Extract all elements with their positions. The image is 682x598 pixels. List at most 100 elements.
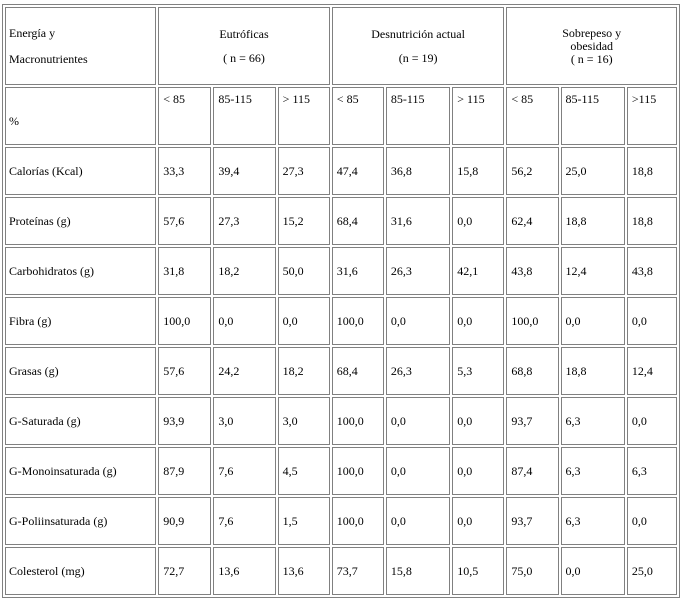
table-cell: 0,0 bbox=[213, 297, 276, 345]
table-cell: 72,7 bbox=[158, 547, 212, 595]
table-cell: 31,6 bbox=[385, 197, 451, 245]
table-cell: 0,0 bbox=[385, 447, 451, 495]
table-cell: 93,9 bbox=[158, 397, 212, 445]
table-cell: 1,5 bbox=[277, 497, 330, 545]
header-row-groups: Energía y Macronutrientes Eutróficas ( n… bbox=[5, 7, 677, 85]
table-row: Colesterol (mg) 72,7 13,6 13,6 73,7 15,8 10,5 7… bbox=[5, 547, 677, 595]
table-cell: 3,0 bbox=[277, 397, 330, 445]
table-cell: 7,6 bbox=[213, 497, 276, 545]
table-cell: 100,0 bbox=[158, 297, 212, 345]
group-title: Eutróficas bbox=[219, 27, 269, 41]
table-row: G-Saturada (g) 93,9 3,0 3,0 100,0 0,0 0,0 93,7 6… bbox=[5, 397, 677, 445]
table-cell: 57,6 bbox=[158, 197, 212, 245]
table-cell: 31,8 bbox=[158, 247, 212, 295]
table-cell: 100,0 bbox=[331, 497, 384, 545]
table-cell: 18,8 bbox=[560, 197, 625, 245]
table-cell: 68,8 bbox=[506, 347, 559, 395]
table-cell: 68,4 bbox=[331, 197, 384, 245]
table-row: G-Poliinsaturada (g) 90,9 7,6 1,5 100,0 0,0 0,… bbox=[5, 497, 677, 545]
group-header-desnutricion: Desnutrición actual (n = 19) bbox=[331, 7, 505, 85]
table-cell: 0,0 bbox=[626, 497, 677, 545]
table-cell: 27,3 bbox=[277, 147, 330, 195]
range-header-cell: > 115 bbox=[452, 87, 505, 145]
table-cell: 50,0 bbox=[277, 247, 330, 295]
table-cell: 15,2 bbox=[277, 197, 330, 245]
group-header-eutroficas: Eutróficas ( n = 66) bbox=[158, 7, 330, 85]
table-cell: 26,3 bbox=[385, 347, 451, 395]
table-cell: 31,6 bbox=[331, 247, 384, 295]
nutrition-table: Energía y Macronutrientes Eutróficas ( n… bbox=[2, 4, 680, 598]
table-cell: 10,5 bbox=[452, 547, 505, 595]
group-n: ( n = 16) bbox=[570, 51, 613, 66]
table-cell: 0,0 bbox=[626, 297, 677, 345]
group-title-line2: obesidad bbox=[570, 38, 614, 53]
table-cell: 12,4 bbox=[560, 247, 625, 295]
table-cell: 0,0 bbox=[452, 297, 505, 345]
range-header-cell: < 85 bbox=[506, 87, 559, 145]
table-cell: 36,8 bbox=[385, 147, 451, 195]
table-cell: 33,3 bbox=[158, 147, 212, 195]
group-title: Desnutrición actual bbox=[371, 27, 465, 41]
table-cell: 87,4 bbox=[506, 447, 559, 495]
table-cell: 24,2 bbox=[213, 347, 276, 395]
table-cell: 93,7 bbox=[506, 497, 559, 545]
table-cell: 3,0 bbox=[213, 397, 276, 445]
group-title-line1: Sobrepeso y bbox=[562, 25, 622, 40]
table-cell: 15,8 bbox=[452, 147, 505, 195]
table-row: Proteínas (g) 57,6 27,3 15,2 68,4 31,6 0,0 62,4… bbox=[5, 197, 677, 245]
table-row: G-Monoinsaturada (g) 87,9 7,6 4,5 100,0 0,0 0,… bbox=[5, 447, 677, 495]
range-header-cell: < 85 bbox=[331, 87, 384, 145]
table-cell: 0,0 bbox=[560, 297, 625, 345]
table-cell: 100,0 bbox=[506, 297, 559, 345]
nutrition-table-container: Energía y Macronutrientes Eutróficas ( n… bbox=[2, 4, 682, 598]
table-cell: 75,0 bbox=[506, 547, 559, 595]
table-cell: 0,0 bbox=[277, 297, 330, 345]
range-header-cell: >115 bbox=[626, 87, 677, 145]
row-label: Calorías (Kcal) bbox=[5, 147, 157, 195]
table-cell: 93,7 bbox=[506, 397, 559, 445]
table-cell: 6,3 bbox=[560, 447, 625, 495]
group-n: (n = 19) bbox=[398, 51, 438, 65]
table-body: Calorías (Kcal) 33,3 39,4 27,3 47,4 36,8 15,8 5… bbox=[5, 147, 677, 595]
table-cell: 6,3 bbox=[560, 497, 625, 545]
table-cell: 100,0 bbox=[331, 447, 384, 495]
table-cell: 90,9 bbox=[158, 497, 212, 545]
table-cell: 0,0 bbox=[385, 497, 451, 545]
table-cell: 0,0 bbox=[626, 397, 677, 445]
table-cell: 0,0 bbox=[452, 497, 505, 545]
table-cell: 0,0 bbox=[385, 397, 451, 445]
table-cell: 27,3 bbox=[213, 197, 276, 245]
table-cell: 62,4 bbox=[506, 197, 559, 245]
row-label: G-Saturada (g) bbox=[5, 397, 157, 445]
table-row: Calorías (Kcal) 33,3 39,4 27,3 47,4 36,8 15,8 5… bbox=[5, 147, 677, 195]
range-header-cell: 85-115 bbox=[385, 87, 451, 145]
table-row: Fibra (g) 100,0 0,0 0,0 100,0 0,0 0,0 100,0 0,0 0… bbox=[5, 297, 677, 345]
table-cell: 5,3 bbox=[452, 347, 505, 395]
group-n: ( n = 66) bbox=[223, 51, 265, 65]
row-label: Fibra (g) bbox=[5, 297, 157, 345]
range-header-cell: > 115 bbox=[277, 87, 330, 145]
table-cell: 13,6 bbox=[213, 547, 276, 595]
table-cell: 15,8 bbox=[385, 547, 451, 595]
table-cell: 12,4 bbox=[626, 347, 677, 395]
range-header-cell: 85-115 bbox=[560, 87, 625, 145]
table-cell: 0,0 bbox=[452, 447, 505, 495]
row-label: Carbohidratos (g) bbox=[5, 247, 157, 295]
table-cell: 6,3 bbox=[626, 447, 677, 495]
table-cell: 0,0 bbox=[560, 547, 625, 595]
range-header-cell: < 85 bbox=[158, 87, 212, 145]
table-row: Grasas (g) 57,6 24,2 18,2 68,4 26,3 5,3 68,8 18,… bbox=[5, 347, 677, 395]
table-cell: 43,8 bbox=[626, 247, 677, 295]
table-cell: 47,4 bbox=[331, 147, 384, 195]
energy-header-cell: Energía y Macronutrientes bbox=[5, 7, 157, 85]
energy-header-line1: Energía y bbox=[9, 26, 56, 40]
table-cell: 7,6 bbox=[213, 447, 276, 495]
table-cell: 25,0 bbox=[626, 547, 677, 595]
table-cell: 0,0 bbox=[452, 197, 505, 245]
row-label: G-Monoinsaturada (g) bbox=[5, 447, 157, 495]
percent-header-cell: % bbox=[5, 87, 157, 145]
group-header-sobrepeso: Sobrepeso y obesidad ( n = 16) bbox=[506, 7, 677, 85]
table-cell: 18,2 bbox=[213, 247, 276, 295]
table-row: Carbohidratos (g) 31,8 18,2 50,0 31,6 26,3 42,… bbox=[5, 247, 677, 295]
table-cell: 0,0 bbox=[385, 297, 451, 345]
